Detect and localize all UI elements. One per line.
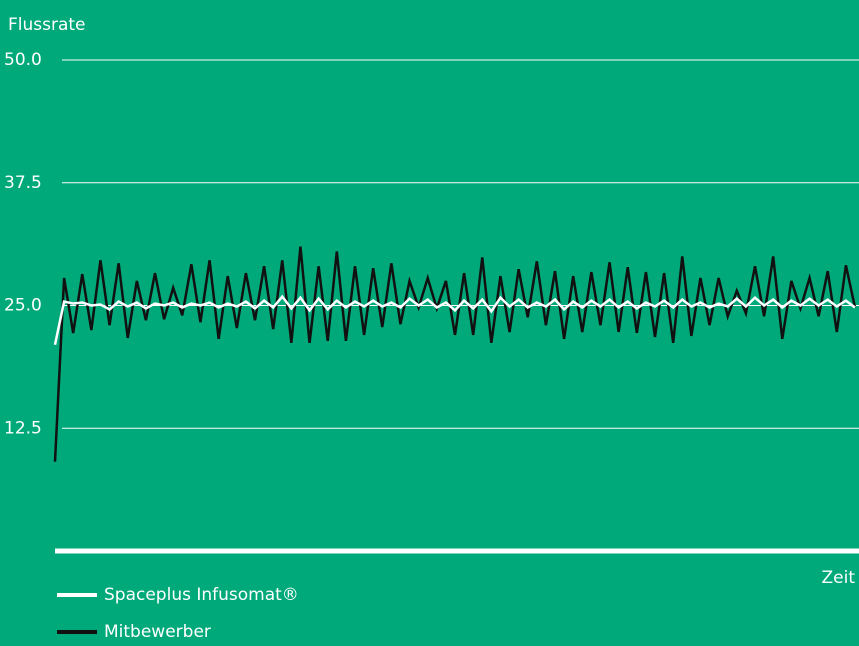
- legend-label: Spaceplus Infusomat®: [104, 585, 299, 605]
- y-tick-label: 50.0: [4, 50, 42, 70]
- legend-label: Mitbewerber: [104, 622, 211, 642]
- series-line: [53, 294, 856, 346]
- chart-title: Flussrate: [8, 15, 86, 35]
- y-tick-label: 37.5: [4, 173, 42, 193]
- y-tick-label: 12.5: [4, 418, 42, 438]
- series-line: [53, 246, 857, 462]
- y-tick-label: 25.0: [4, 296, 42, 316]
- x-axis-label: Zeit: [822, 568, 856, 588]
